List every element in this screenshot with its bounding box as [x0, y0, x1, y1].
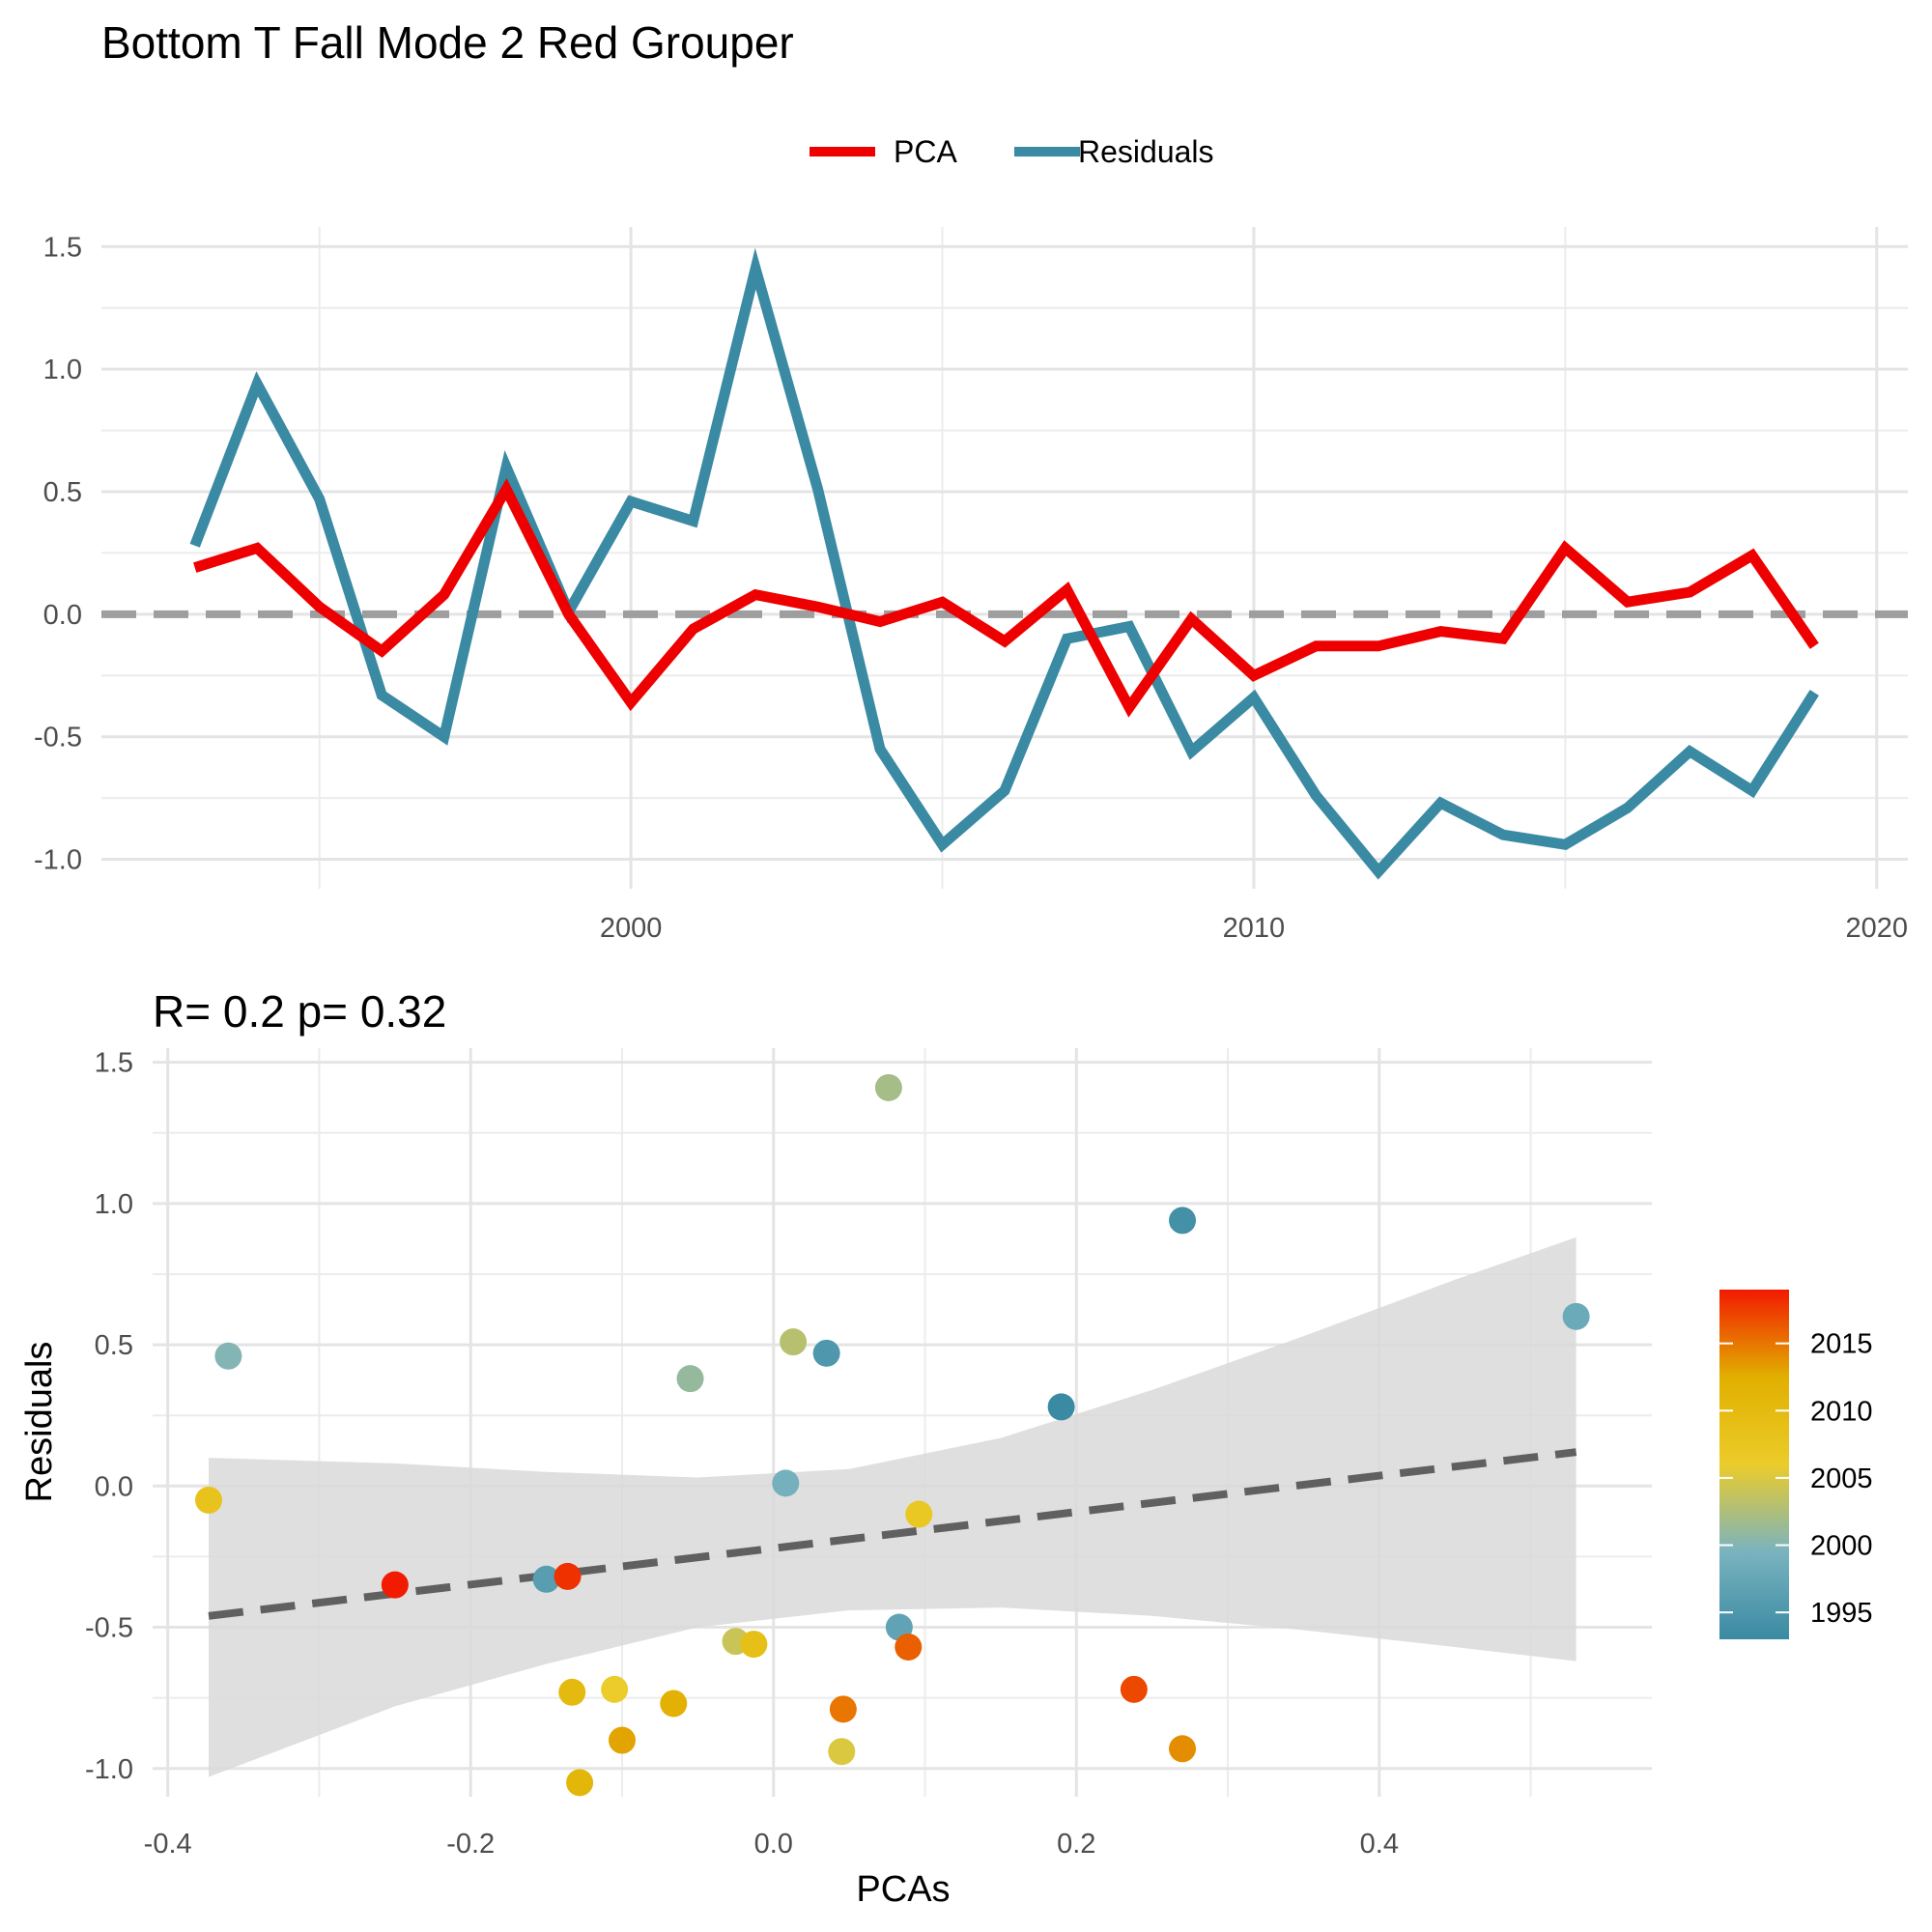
y-tick-label: 1.0 — [43, 355, 82, 385]
colorbar-tick-label: 2010 — [1810, 1396, 1873, 1427]
scatter-point — [676, 1365, 704, 1393]
scatter-point — [1562, 1302, 1590, 1330]
scatter-point — [214, 1342, 242, 1370]
y-tick-label: 1.0 — [95, 1189, 133, 1220]
scatter-point — [1169, 1207, 1197, 1235]
confidence-band — [209, 1236, 1577, 1777]
y-tick-label: -0.5 — [85, 1613, 133, 1644]
scatter-point — [874, 1073, 902, 1101]
y-tick-label: -0.5 — [34, 723, 82, 753]
colorbar-tick-label: 2005 — [1810, 1463, 1873, 1494]
x-tick-label: -0.2 — [446, 1829, 495, 1860]
colorbar-tick-label: 2000 — [1810, 1531, 1873, 1562]
scatter-point — [601, 1675, 629, 1703]
series-line-pca — [193, 477, 1819, 718]
legend: PCA Residuals — [810, 134, 1214, 169]
x-tick-label: 0.2 — [1057, 1829, 1095, 1860]
y-tick-label: 0.5 — [43, 477, 82, 508]
scatter-point — [812, 1339, 840, 1367]
colorbar-tick-label: 2015 — [1810, 1329, 1873, 1360]
y-tick-label: 0.0 — [95, 1471, 133, 1502]
colorbar-tick-label: 1995 — [1810, 1598, 1873, 1629]
scatter-subtitle: R= 0.2 p= 0.32 — [153, 986, 446, 1037]
legend-label-pca: PCA — [894, 134, 957, 169]
y-tick-label: -1.0 — [85, 1754, 133, 1785]
scatter-point — [554, 1562, 582, 1590]
scatter-point — [1047, 1393, 1075, 1421]
scatter-point — [895, 1634, 923, 1661]
scatter-point — [608, 1726, 636, 1754]
y-tick-label: 0.0 — [43, 600, 82, 631]
y-tick-label: 1.5 — [95, 1048, 133, 1079]
colorbar-gradient — [1719, 1290, 1789, 1639]
scatter-point — [660, 1690, 688, 1718]
scatter-point — [828, 1738, 856, 1766]
x-tick-label: 2000 — [600, 913, 663, 944]
chart-title: Bottom T Fall Mode 2 Red Grouper — [101, 17, 794, 68]
scatter-point — [381, 1571, 409, 1599]
y-axis-title: Residuals — [19, 1342, 60, 1503]
scatter-point — [905, 1500, 933, 1528]
scatter-point — [780, 1328, 808, 1356]
colorbar-legend: 1995 2000 2005 2010 2015 — [1719, 1290, 1873, 1639]
scatter-point — [195, 1486, 223, 1514]
scatter-point — [772, 1469, 800, 1497]
scatter-panel: -1.0 -0.5 0.0 0.5 1.0 1.5 -0.4 -0.2 0.0 0.2 0.4 — [85, 1048, 1652, 1860]
scatter-point — [829, 1695, 857, 1723]
regression-fit-line — [208, 1448, 1577, 1620]
x-tick-label: 2010 — [1223, 913, 1286, 944]
scatter-point — [532, 1565, 560, 1593]
y-tick-label: 1.5 — [43, 232, 82, 263]
legend-label-residuals: Residuals — [1078, 134, 1214, 169]
x-tick-label: -0.4 — [144, 1829, 192, 1860]
scatter-point — [1120, 1675, 1148, 1703]
y-tick-label: 0.5 — [95, 1330, 133, 1361]
y-tick-label: -1.0 — [34, 845, 82, 876]
x-tick-label: 0.0 — [754, 1829, 793, 1860]
x-tick-label: 2020 — [1846, 913, 1909, 944]
scatter-point — [558, 1678, 586, 1706]
scatter-point — [1169, 1735, 1197, 1763]
time-series-panel: -1.0 -0.5 0.0 0.5 1.0 1.5 2000 2010 2020 — [34, 227, 1908, 944]
scatter-point — [740, 1631, 768, 1659]
x-axis-title: PCAs — [856, 1869, 950, 1910]
series-line-residuals — [189, 247, 1819, 880]
x-tick-label: 0.4 — [1360, 1829, 1399, 1860]
scatter-point — [566, 1769, 594, 1797]
